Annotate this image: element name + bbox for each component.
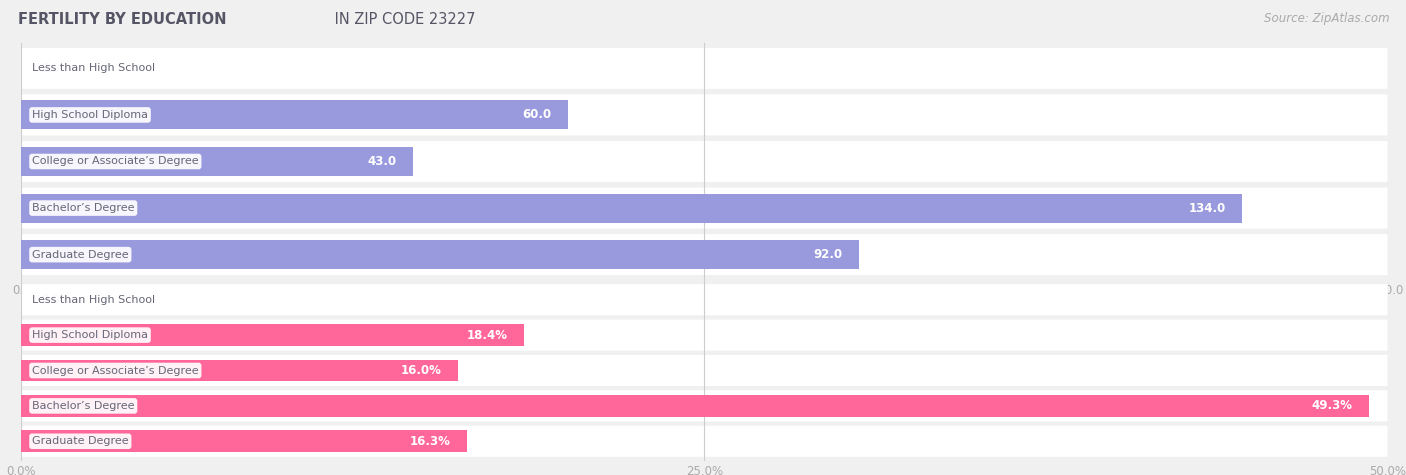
Text: FERTILITY BY EDUCATION: FERTILITY BY EDUCATION xyxy=(18,12,226,27)
Text: 0.0: 0.0 xyxy=(42,62,60,75)
Bar xyxy=(21,395,1368,417)
Text: 134.0: 134.0 xyxy=(1188,201,1226,215)
Text: High School Diploma: High School Diploma xyxy=(32,110,148,120)
Text: 0.0%: 0.0% xyxy=(42,293,72,306)
Text: IN ZIP CODE 23227: IN ZIP CODE 23227 xyxy=(330,12,475,27)
Text: 92.0: 92.0 xyxy=(814,248,842,261)
Text: Less than High School: Less than High School xyxy=(32,294,155,305)
Bar xyxy=(21,194,1241,222)
FancyBboxPatch shape xyxy=(21,141,1388,182)
FancyBboxPatch shape xyxy=(21,48,1388,89)
Text: Bachelor’s Degree: Bachelor’s Degree xyxy=(32,203,135,213)
Text: 16.0%: 16.0% xyxy=(401,364,441,377)
Text: 60.0: 60.0 xyxy=(522,108,551,122)
FancyBboxPatch shape xyxy=(21,426,1388,457)
Text: 18.4%: 18.4% xyxy=(467,329,508,342)
Bar xyxy=(21,324,524,346)
Text: Source: ZipAtlas.com: Source: ZipAtlas.com xyxy=(1264,12,1389,25)
Text: Graduate Degree: Graduate Degree xyxy=(32,436,128,446)
Text: 43.0: 43.0 xyxy=(367,155,396,168)
FancyBboxPatch shape xyxy=(21,188,1388,228)
Bar xyxy=(21,147,413,176)
FancyBboxPatch shape xyxy=(21,355,1388,386)
Bar xyxy=(21,360,458,381)
Text: Graduate Degree: Graduate Degree xyxy=(32,250,128,260)
Bar xyxy=(21,101,568,129)
Bar xyxy=(21,430,467,452)
Text: Less than High School: Less than High School xyxy=(32,63,155,73)
Text: 16.3%: 16.3% xyxy=(409,435,450,448)
Text: 49.3%: 49.3% xyxy=(1312,399,1353,412)
FancyBboxPatch shape xyxy=(21,234,1388,275)
Text: Bachelor’s Degree: Bachelor’s Degree xyxy=(32,401,135,411)
Text: High School Diploma: High School Diploma xyxy=(32,330,148,340)
FancyBboxPatch shape xyxy=(21,320,1388,351)
FancyBboxPatch shape xyxy=(21,390,1388,421)
FancyBboxPatch shape xyxy=(21,95,1388,135)
Text: College or Associate’s Degree: College or Associate’s Degree xyxy=(32,156,198,167)
Bar xyxy=(21,240,859,269)
Text: College or Associate’s Degree: College or Associate’s Degree xyxy=(32,365,198,376)
FancyBboxPatch shape xyxy=(21,284,1388,315)
